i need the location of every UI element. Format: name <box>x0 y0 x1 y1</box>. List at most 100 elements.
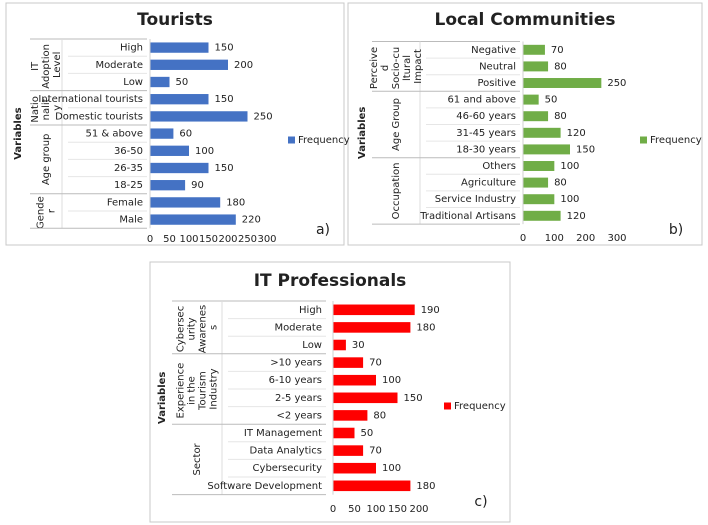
category-label: 31-45 years <box>456 128 516 139</box>
legend-swatch <box>444 402 451 410</box>
panel-frame <box>5 2 345 246</box>
group-label: Cybersec urity Awarenes s <box>176 302 220 354</box>
axis-label: Variables <box>357 107 368 159</box>
group-label: Age group <box>41 134 52 186</box>
bar <box>150 111 248 122</box>
bar <box>523 161 555 171</box>
category-label: Male <box>119 215 143 226</box>
x-tick-label: 100 <box>366 504 385 515</box>
x-tick-label: 200 <box>576 233 595 244</box>
x-tick-label: 200 <box>218 234 237 245</box>
bar <box>333 445 364 456</box>
category-label: 18-30 years <box>456 144 516 155</box>
group-label: Gende r <box>36 193 58 229</box>
x-tick-label: 300 <box>257 234 276 245</box>
legend-label: Frequency <box>454 401 506 412</box>
x-tick-label: 250 <box>238 234 257 245</box>
value-label: 80 <box>373 410 386 421</box>
panel-label: a) <box>316 222 330 238</box>
value-label: 150 <box>404 393 423 404</box>
legend-label: Frequency <box>298 135 350 146</box>
x-tick-label: 0 <box>330 504 336 515</box>
x-tick-label: 50 <box>348 504 361 515</box>
axis-label: Variables <box>157 372 168 424</box>
bar <box>150 214 236 225</box>
legend-label: Frequency <box>650 135 702 146</box>
category-label: International tourists <box>38 94 143 105</box>
value-label: 180 <box>416 481 435 492</box>
category-label: 2-5 years <box>275 393 322 404</box>
category-label: Traditional Artisans <box>419 211 516 222</box>
panel-label: b) <box>669 222 683 238</box>
bar <box>523 177 549 188</box>
bar <box>333 374 376 386</box>
panel-label: c) <box>474 494 487 510</box>
group-label: IT Adoption Level <box>30 41 63 89</box>
group-label: Occupation <box>391 162 402 219</box>
bar <box>333 480 411 492</box>
bar <box>150 197 221 208</box>
bar <box>150 94 209 105</box>
bar <box>150 59 228 70</box>
value-label: 80 <box>554 178 567 189</box>
panel-frame <box>149 261 511 523</box>
chart-title: Tourists <box>137 10 213 30</box>
value-label: 100 <box>382 375 401 386</box>
x-tick-label: 100 <box>179 234 198 245</box>
x-tick-label: 300 <box>607 233 626 244</box>
category-label: High <box>299 305 322 316</box>
bar <box>150 145 189 156</box>
value-label: 180 <box>226 197 245 208</box>
group-label: Age Group <box>391 98 402 151</box>
category-label: Others <box>482 161 516 172</box>
value-label: 90 <box>191 180 204 191</box>
value-label: 100 <box>195 146 214 157</box>
value-label: 150 <box>215 163 234 174</box>
value-label: 100 <box>560 194 579 205</box>
value-label: 70 <box>551 45 564 56</box>
category-label: Software Development <box>207 481 322 492</box>
group-label: Experience in the Tourism Industry <box>176 360 220 419</box>
chart-title: IT Professionals <box>254 271 407 291</box>
value-label: 200 <box>234 60 253 71</box>
bar <box>333 339 346 351</box>
value-label: 150 <box>576 144 595 155</box>
category-label: Moderate <box>95 60 143 71</box>
bar <box>333 410 368 421</box>
category-label: Data Analytics <box>250 446 322 457</box>
x-tick-label: 0 <box>147 234 153 245</box>
group-label: Perceive d Socio-cu ltural Impact <box>369 44 424 90</box>
category-label: Agriculture <box>461 178 516 189</box>
bar <box>333 304 415 316</box>
category-label: Low <box>302 340 322 351</box>
category-label: IT Management <box>244 428 322 439</box>
category-label: Cybersecurity <box>253 463 323 474</box>
x-tick-label: 200 <box>409 504 428 515</box>
category-label: <2 years <box>277 410 322 421</box>
category-label: Moderate <box>274 322 322 333</box>
value-label: 80 <box>554 111 567 122</box>
bar <box>333 322 411 333</box>
bar <box>523 78 602 88</box>
value-label: 220 <box>242 215 261 226</box>
value-label: 50 <box>361 428 374 439</box>
category-label: Negative <box>471 45 516 56</box>
bar <box>333 427 355 439</box>
value-label: 100 <box>382 463 401 474</box>
value-label: 120 <box>567 211 586 222</box>
bar <box>150 128 174 139</box>
x-tick-label: 50 <box>163 234 176 245</box>
x-tick-label: 100 <box>545 233 564 244</box>
group-label: Sector <box>192 442 203 475</box>
value-label: 100 <box>560 161 579 172</box>
category-label: 26-35 <box>114 163 143 174</box>
value-label: 250 <box>254 111 273 122</box>
category-label: 51 & above <box>85 129 143 140</box>
axis-label: Variables <box>13 107 24 159</box>
bar <box>523 144 570 155</box>
category-label: Female <box>107 197 143 208</box>
value-label: 120 <box>567 128 586 139</box>
value-label: 30 <box>352 340 365 351</box>
bar <box>523 94 539 105</box>
value-label: 180 <box>416 322 435 333</box>
